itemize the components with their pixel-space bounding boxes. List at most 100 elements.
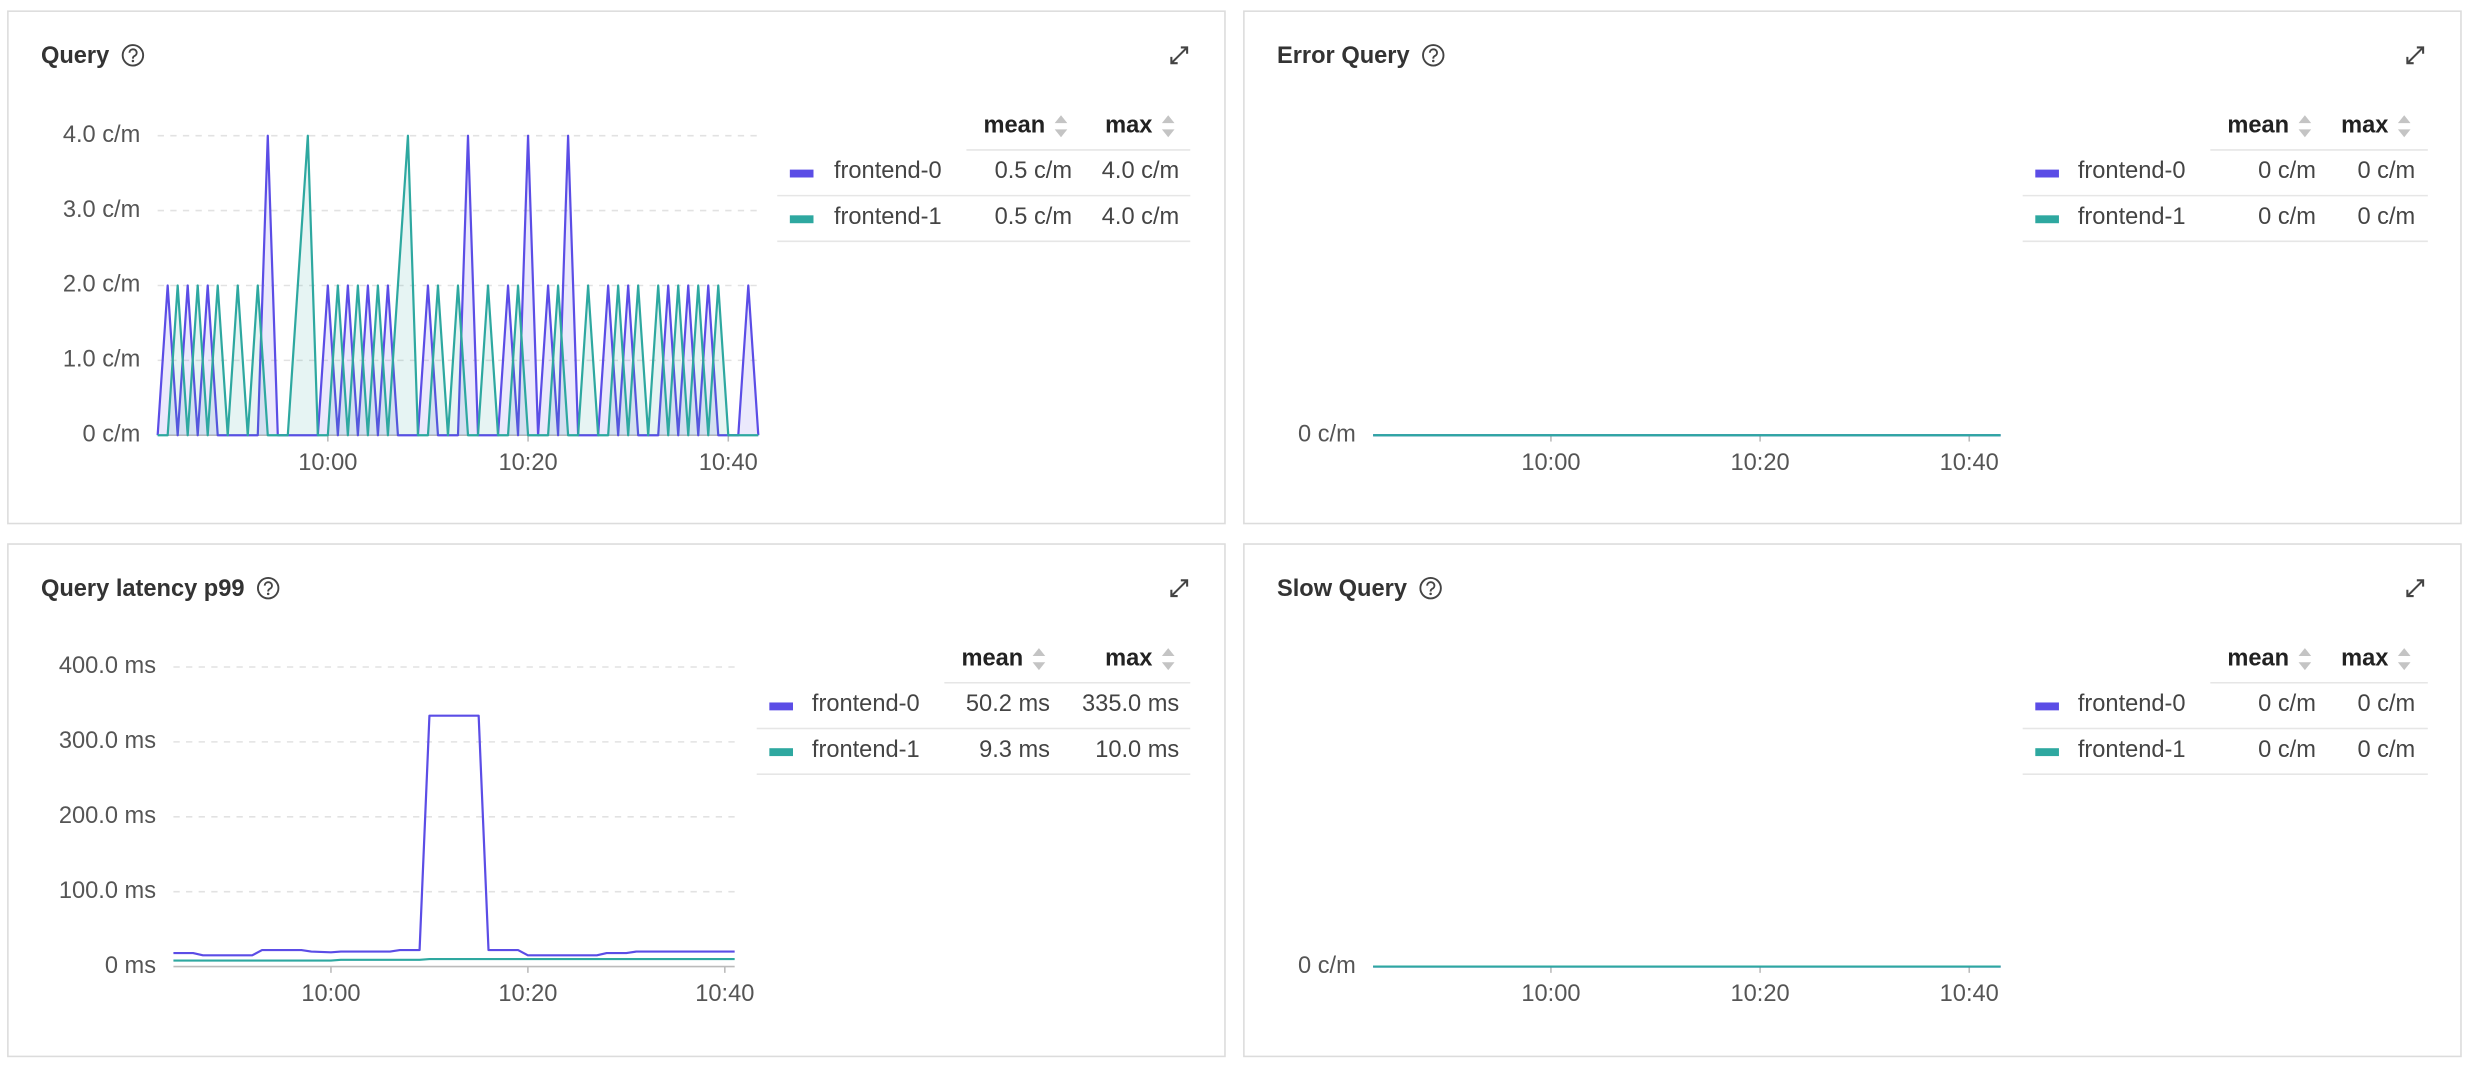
help-circle bbox=[121, 44, 145, 67]
x-tick-label: 10:40 bbox=[699, 450, 758, 476]
y-tick-label: 400.0 ms bbox=[59, 653, 156, 679]
series-line bbox=[173, 957, 735, 962]
help-glyph bbox=[1428, 48, 1438, 59]
x-tick-label: 10:40 bbox=[1940, 981, 1999, 1007]
help-icon[interactable] bbox=[121, 44, 145, 67]
expand-icon[interactable] bbox=[1170, 579, 1189, 598]
x-tick-label: 10:20 bbox=[1731, 450, 1790, 476]
legend-label[interactable]: frontend-0 bbox=[812, 691, 920, 717]
help-glyph bbox=[128, 48, 138, 59]
legend-swatch[interactable] bbox=[2035, 702, 2059, 711]
panel: Slow Query 0 c/m 10:00 10:20 10:40 mean max fro… bbox=[1243, 543, 2462, 1058]
legend-stat: 50.2 ms bbox=[966, 691, 1050, 717]
legend-stat: 9.3 ms bbox=[979, 737, 1050, 763]
legend-swatch[interactable] bbox=[2035, 748, 2059, 757]
y-tick-label: 0 c/m bbox=[83, 422, 141, 448]
legend-stat: 0 c/m bbox=[2357, 204, 2415, 230]
panel-title: Slow Query bbox=[1277, 576, 1408, 602]
legend-swatch[interactable] bbox=[2035, 169, 2059, 178]
legend-stat: 0 c/m bbox=[2258, 737, 2316, 763]
legend-column-header[interactable]: mean bbox=[2227, 645, 2289, 671]
help-dot bbox=[266, 592, 270, 596]
legend-stat: 0 c/m bbox=[2258, 204, 2316, 230]
panel-title: Query latency p99 bbox=[41, 576, 245, 602]
legend-swatch[interactable] bbox=[769, 702, 793, 711]
help-dot bbox=[131, 59, 135, 63]
sort-icon[interactable] bbox=[2397, 115, 2411, 138]
help-circle bbox=[1422, 44, 1445, 67]
panel-frame bbox=[1243, 10, 2462, 525]
legend-label[interactable]: frontend-1 bbox=[2078, 204, 2186, 230]
legend-swatch[interactable] bbox=[789, 215, 814, 224]
x-tick-label: 10:40 bbox=[1940, 450, 1999, 476]
help-dot bbox=[1429, 592, 1432, 596]
x-tick-label: 10:00 bbox=[301, 981, 360, 1007]
legend-stat: 0 c/m bbox=[2357, 737, 2415, 763]
sort-icon[interactable] bbox=[1161, 115, 1175, 138]
legend-stat: 0.5 c/m bbox=[995, 204, 1072, 230]
x-tick-label: 10:40 bbox=[695, 981, 754, 1007]
expand-icon[interactable] bbox=[2406, 579, 2425, 598]
y-tick-label: 0 c/m bbox=[1298, 422, 1356, 448]
help-icon[interactable] bbox=[1419, 576, 1442, 600]
panel: Query 0 c/m 1.0 c/m 2.0 c/m 3.0 c/m 4.0 c/m 10… bbox=[7, 10, 1226, 525]
legend-column-header[interactable]: max bbox=[1105, 645, 1152, 671]
sort-icon[interactable] bbox=[2298, 648, 2312, 671]
x-tick-label: 10:20 bbox=[498, 981, 557, 1007]
legend-label[interactable]: frontend-0 bbox=[2078, 691, 2186, 717]
y-tick-label: 1.0 c/m bbox=[63, 347, 140, 373]
y-tick-label: 100.0 ms bbox=[59, 878, 156, 904]
y-tick-label: 0 ms bbox=[105, 953, 156, 979]
legend-stat: 4.0 c/m bbox=[1102, 158, 1179, 184]
panel: Error Query 0 c/m 10:00 10:20 10:40 mean max fr… bbox=[1243, 10, 2462, 525]
legend-column-header[interactable]: max bbox=[2341, 645, 2388, 671]
sort-icon[interactable] bbox=[2397, 648, 2411, 671]
sort-icon[interactable] bbox=[1161, 648, 1175, 671]
legend-column-header[interactable]: mean bbox=[2227, 113, 2289, 139]
legend-stat: 0.5 c/m bbox=[995, 158, 1072, 184]
legend-label[interactable]: frontend-1 bbox=[812, 737, 920, 763]
help-circle bbox=[256, 576, 280, 600]
sort-icon[interactable] bbox=[1054, 115, 1068, 138]
series-area bbox=[157, 135, 759, 436]
series-line bbox=[173, 714, 735, 957]
panel-frame bbox=[1243, 543, 2462, 1058]
x-tick-label: 10:20 bbox=[498, 450, 557, 476]
x-tick-label: 10:00 bbox=[1521, 981, 1580, 1007]
x-tick-label: 10:00 bbox=[1521, 450, 1580, 476]
legend-swatch[interactable] bbox=[769, 748, 793, 757]
legend-stat: 0 c/m bbox=[2258, 691, 2316, 717]
legend-column-header[interactable]: mean bbox=[984, 113, 1046, 139]
panel-frame bbox=[7, 543, 1226, 1058]
legend-column-header[interactable]: mean bbox=[961, 645, 1023, 671]
x-tick-label: 10:00 bbox=[298, 450, 357, 476]
legend-swatch[interactable] bbox=[789, 169, 814, 178]
legend-stat: 10.0 ms bbox=[1095, 737, 1179, 763]
y-tick-label: 4.0 c/m bbox=[63, 122, 140, 148]
expand-icon[interactable] bbox=[2406, 46, 2425, 65]
x-tick-label: 10:20 bbox=[1731, 981, 1790, 1007]
expand-icon[interactable] bbox=[1170, 46, 1189, 65]
legend-label[interactable]: frontend-1 bbox=[2078, 737, 2186, 763]
legend-column-header[interactable]: max bbox=[1105, 113, 1152, 139]
legend-label[interactable]: frontend-0 bbox=[834, 158, 942, 184]
y-tick-label: 3.0 c/m bbox=[63, 197, 140, 223]
help-glyph bbox=[1426, 581, 1436, 592]
legend-label[interactable]: frontend-0 bbox=[2078, 158, 2186, 184]
sort-icon[interactable] bbox=[2298, 115, 2312, 138]
help-icon[interactable] bbox=[256, 576, 280, 600]
y-tick-label: 200.0 ms bbox=[59, 803, 156, 829]
legend-column-header[interactable]: max bbox=[2341, 113, 2388, 139]
sort-icon[interactable] bbox=[1032, 648, 1046, 671]
legend-label[interactable]: frontend-1 bbox=[834, 204, 942, 230]
panel: Query latency p99 0 ms 100.0 ms 200.0 ms 300… bbox=[7, 543, 1226, 1058]
help-icon[interactable] bbox=[1422, 44, 1445, 67]
panel-title: Error Query bbox=[1277, 43, 1410, 69]
panel-title: Query bbox=[41, 43, 110, 69]
y-tick-label: 2.0 c/m bbox=[63, 272, 140, 298]
legend-stat: 4.0 c/m bbox=[1102, 204, 1179, 230]
y-tick-label: 0 c/m bbox=[1298, 953, 1356, 979]
legend-swatch[interactable] bbox=[2035, 215, 2059, 224]
